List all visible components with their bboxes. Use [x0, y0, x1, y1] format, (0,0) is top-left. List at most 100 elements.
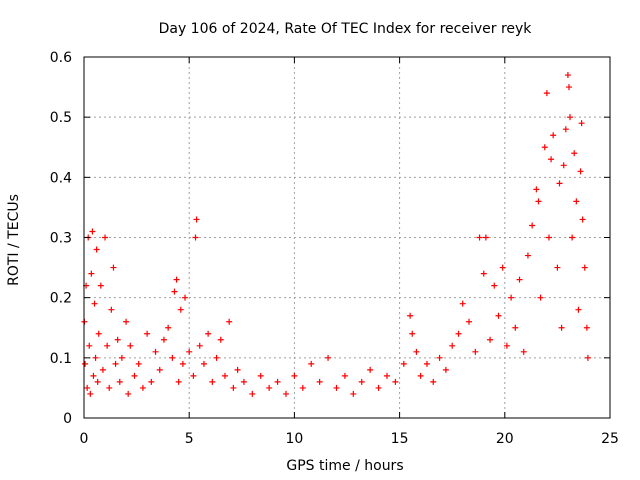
y-tick-label: 0.4 — [50, 170, 72, 186]
data-point — [165, 324, 172, 331]
data-point — [550, 132, 557, 139]
y-tick-labels: 0 0.1 0.2 0.3 0.4 0.5 0.6 — [50, 50, 72, 427]
data-point — [466, 318, 473, 325]
x-tick-label: 5 — [185, 431, 194, 447]
data-point — [192, 234, 199, 241]
x-tick-label: 25 — [601, 431, 619, 447]
data-point — [144, 330, 151, 337]
data-point — [367, 366, 374, 373]
data-point — [512, 324, 519, 331]
data-point — [125, 390, 132, 397]
data-point — [579, 216, 586, 223]
data-point — [316, 378, 323, 385]
data-point — [179, 360, 186, 367]
data-point — [543, 90, 550, 97]
data-point — [417, 372, 424, 379]
y-tick-label: 0.5 — [50, 110, 72, 126]
data-point — [89, 228, 96, 235]
data-point — [495, 312, 502, 319]
data-point — [186, 348, 193, 355]
data-point — [274, 378, 281, 385]
data-point — [413, 348, 420, 355]
data-point — [533, 186, 540, 193]
data-point — [554, 264, 561, 271]
data-point — [266, 384, 273, 391]
data-point — [442, 366, 449, 373]
data-point — [97, 282, 104, 289]
data-point — [569, 234, 576, 241]
y-tick-label: 0.6 — [50, 50, 72, 66]
data-point — [135, 360, 142, 367]
data-point — [108, 306, 115, 313]
data-point — [583, 324, 590, 331]
data-point — [226, 318, 233, 325]
data-point — [325, 354, 332, 361]
data-point — [148, 378, 155, 385]
data-point — [491, 282, 498, 289]
data-point — [584, 354, 591, 361]
data-point — [545, 234, 552, 241]
y-tick-label: 0 — [63, 411, 72, 427]
data-point — [118, 354, 125, 361]
data-point — [84, 384, 91, 391]
data-point — [116, 378, 123, 385]
data-point — [400, 360, 407, 367]
data-point — [160, 336, 167, 343]
data-point — [94, 378, 101, 385]
data-point — [169, 354, 176, 361]
data-point — [175, 378, 182, 385]
data-point — [190, 372, 197, 379]
data-point — [407, 312, 414, 319]
data-point — [152, 348, 159, 355]
data-point — [516, 276, 523, 283]
data-point — [200, 360, 207, 367]
data-point — [217, 336, 224, 343]
x-tick-label: 10 — [285, 431, 303, 447]
data-point — [181, 294, 188, 301]
data-point — [139, 384, 146, 391]
data-point — [257, 372, 264, 379]
x-tick-label: 0 — [80, 431, 89, 447]
plot-frame — [83, 56, 611, 419]
data-point — [114, 336, 121, 343]
data-point — [86, 342, 93, 349]
data-point — [480, 270, 487, 277]
data-point — [556, 180, 563, 187]
data-point — [87, 390, 94, 397]
data-point — [177, 306, 184, 313]
data-point — [110, 264, 117, 271]
data-point — [234, 366, 241, 373]
data-point — [131, 372, 138, 379]
data-point — [230, 384, 237, 391]
data-point — [383, 372, 390, 379]
y-tick-label: 0.1 — [50, 351, 72, 367]
y-tick-label: 0.2 — [50, 291, 72, 307]
axis-ticks — [83, 56, 611, 419]
y-axis-label: ROTI / TECUs — [6, 194, 22, 286]
data-point — [578, 120, 585, 127]
data-point — [567, 114, 574, 121]
data-point — [476, 234, 483, 241]
data-point — [196, 342, 203, 349]
data-point — [90, 372, 97, 379]
data-point — [193, 216, 200, 223]
data-point — [95, 330, 102, 337]
data-point — [171, 288, 178, 295]
data-point — [524, 252, 531, 259]
data-point — [558, 324, 565, 331]
data-point — [508, 294, 515, 301]
data-point — [487, 336, 494, 343]
y-tick-label: 0.3 — [50, 231, 72, 247]
x-tick-label: 15 — [391, 431, 409, 447]
data-point — [482, 234, 489, 241]
data-point — [548, 156, 555, 163]
data-point — [240, 378, 247, 385]
data-point — [209, 378, 216, 385]
data-point — [91, 300, 98, 307]
data-point — [565, 84, 572, 91]
data-point — [375, 384, 382, 391]
data-point — [92, 354, 99, 361]
data-point — [575, 306, 582, 313]
data-point — [282, 390, 289, 397]
data-point — [423, 360, 430, 367]
